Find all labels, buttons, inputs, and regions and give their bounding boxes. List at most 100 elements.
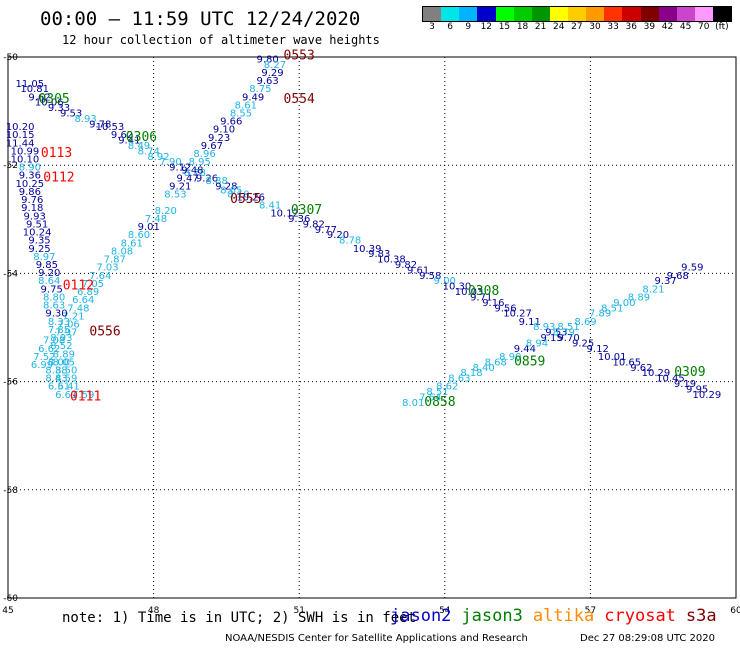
wave-height-value: 6.51 (48, 382, 70, 393)
wave-height-value: 9.35 (28, 236, 50, 247)
wave-height-value: 8.00 (48, 357, 70, 368)
wave-height-value: 9.95 (686, 384, 708, 395)
wave-height-value: 9.29 (261, 68, 283, 79)
pass-time-label: 0308 (468, 284, 499, 299)
wave-height-value: 8.50 (55, 365, 77, 376)
wave-height-value: 10.65 (612, 357, 641, 368)
footer-note: note: 1) Time is in UTC; 2) SWH is in fe… (62, 610, 417, 626)
wave-height-value: 11.05 (16, 79, 45, 90)
y-tick-label: -60 (3, 594, 18, 604)
wave-height-value: 8.21 (642, 284, 664, 295)
map-frame (7, 56, 737, 599)
wave-height-value: 8.61 (235, 100, 257, 111)
y-tick-label: -58 (3, 486, 18, 496)
legend-label: 36 (625, 22, 637, 32)
wave-height-value: 8.63 (448, 374, 470, 385)
pass-time-label: 0113 (41, 146, 72, 161)
pass-time-label: 0112 (43, 170, 74, 185)
wave-height-value: 9.63 (257, 76, 279, 87)
wave-height-value: 6.89 (77, 287, 99, 298)
wave-height-value: 9.15 (540, 333, 562, 344)
wave-height-value: 8.40 (472, 363, 494, 374)
x-tick-label: 45 (2, 606, 13, 616)
wave-height-value: 10.24 (23, 228, 52, 239)
wave-height-value: 8.49 (128, 141, 150, 152)
wave-height-value: 9.19 (674, 379, 696, 390)
satellite-s3a: s3a (685, 606, 717, 626)
pass-time-label: 0111 (70, 390, 101, 405)
legend-swatch (713, 7, 732, 21)
legend-swatch (658, 7, 677, 21)
wave-height-value: 8.01 (402, 398, 424, 409)
legend-label: 18 (516, 22, 529, 32)
wave-height-value: 10.39 (353, 244, 382, 255)
wave-height-value: 10.81 (20, 84, 49, 95)
legend-label: 42 (661, 22, 674, 32)
wave-height-value: 9.28 (215, 182, 237, 193)
pass-time-label: 0553 (284, 49, 315, 64)
wave-height-value: 8.20 (155, 206, 177, 217)
wave-height-value: 8.55 (230, 109, 252, 120)
wave-height-value: 9.68 (667, 271, 689, 282)
satellite-altika: altika (532, 606, 595, 626)
wave-height-value: 9.44 (514, 344, 536, 355)
timestamp: Dec 27 08:29:08 UTC 2020 (580, 633, 715, 644)
wave-height-value: 8.80 (43, 292, 65, 303)
wave-height-value: 9.12 (587, 344, 609, 355)
legend-swatch (586, 7, 605, 21)
pass-time-label: 0112 (63, 279, 94, 294)
wave-height-value: 9.25 (572, 338, 594, 349)
wave-height-value: 7.06 (58, 320, 80, 331)
wave-height-value: 9.12 (169, 163, 191, 174)
legend-swatch (423, 7, 442, 21)
wave-height-value: 9.18 (21, 203, 43, 214)
wave-height-value: 10.12 (270, 209, 299, 220)
wave-height-value: 9.62 (111, 130, 133, 141)
legend-label: 6 (447, 22, 453, 32)
wave-height-value: 8.69 (574, 317, 596, 328)
wave-height-value: 7.90 (159, 157, 181, 168)
legend-label: 27 (571, 22, 583, 32)
wave-height-value: 9.41 (118, 136, 140, 147)
satellite-jason2: jason2 (390, 606, 452, 626)
wave-height-value: 9.00 (434, 276, 456, 287)
legend-swatch (622, 7, 641, 21)
legend-swatch (513, 7, 532, 21)
wave-height-value: 9.53 (60, 109, 82, 120)
wave-height-value: 9.00 (613, 298, 635, 309)
pass-time-label: 0858 (424, 395, 455, 410)
wave-height-value: 9.76 (21, 195, 43, 206)
wave-height-value: 8.41 (259, 200, 281, 211)
wave-height-value: 10.27 (503, 309, 532, 320)
wave-height-value: 7.21 (62, 311, 84, 322)
wave-height-value: 8.89 (628, 292, 650, 303)
wave-height-value: 8.62 (436, 382, 458, 393)
pass-time-label: 0305 (38, 92, 69, 107)
y-tick-label: -50 (3, 53, 18, 63)
wave-height-value: 7.48 (67, 303, 89, 314)
wave-height-value: 7.59 (72, 390, 94, 401)
pass-time-label: 0307 (291, 203, 322, 218)
wave-height-value: 6.99 (31, 360, 53, 371)
wave-height-value: 10.03 (455, 287, 484, 298)
wave-height-value: 8.65 (220, 185, 242, 196)
wave-height-value: 9.77 (315, 225, 337, 236)
wave-height-value: 10.29 (693, 390, 722, 401)
page-subtitle: 12 hour collection of altimeter wave hei… (62, 33, 380, 47)
pass-time-label: 0306 (126, 130, 157, 145)
wave-height-value: 8.18 (460, 368, 482, 379)
wave-height-value: 7.97 (55, 328, 77, 339)
wave-height-value: 8.27 (264, 60, 286, 71)
wave-height-value: 8.78 (339, 236, 361, 247)
wave-height-value: 7.64 (89, 271, 111, 282)
legend-label: 9 (465, 22, 472, 32)
wave-height-value: 9.67 (201, 141, 223, 152)
legend-label: 3 (429, 22, 435, 32)
wave-height-value: 10.29 (642, 368, 671, 379)
wave-height-value: 8.93 (533, 322, 555, 333)
wave-height-value: 6.64 (72, 295, 94, 306)
wave-height-value: 8.74 (138, 146, 160, 157)
page-title: 00:00 – 11:59 UTC 12/24/2020 (40, 8, 361, 30)
legend-swatch (531, 7, 550, 21)
